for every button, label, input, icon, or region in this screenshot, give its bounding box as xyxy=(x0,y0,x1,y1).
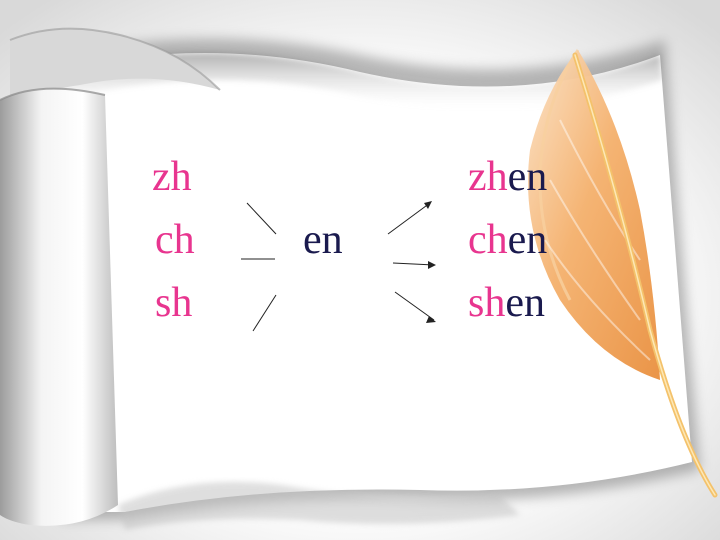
result-zhen: zhen xyxy=(468,156,547,198)
result-shen: shen xyxy=(468,282,545,324)
arrowheads xyxy=(424,201,436,323)
feather-quill-icon xyxy=(528,49,718,498)
result-shen-initial: sh xyxy=(468,280,506,326)
connector-lines xyxy=(241,202,435,332)
initial-zh: zh xyxy=(152,154,192,200)
result-chen-final: en xyxy=(507,217,548,263)
initial-sh: sh xyxy=(155,280,193,326)
result-zhen-final: en xyxy=(507,154,548,200)
result-chen: chen xyxy=(468,219,547,261)
initial-ch: ch xyxy=(155,217,195,263)
result-chen-initial: ch xyxy=(468,217,508,263)
result-shen-final: en xyxy=(505,280,546,326)
final-en: en xyxy=(303,217,343,263)
result-zhen-initial: zh xyxy=(468,154,508,200)
